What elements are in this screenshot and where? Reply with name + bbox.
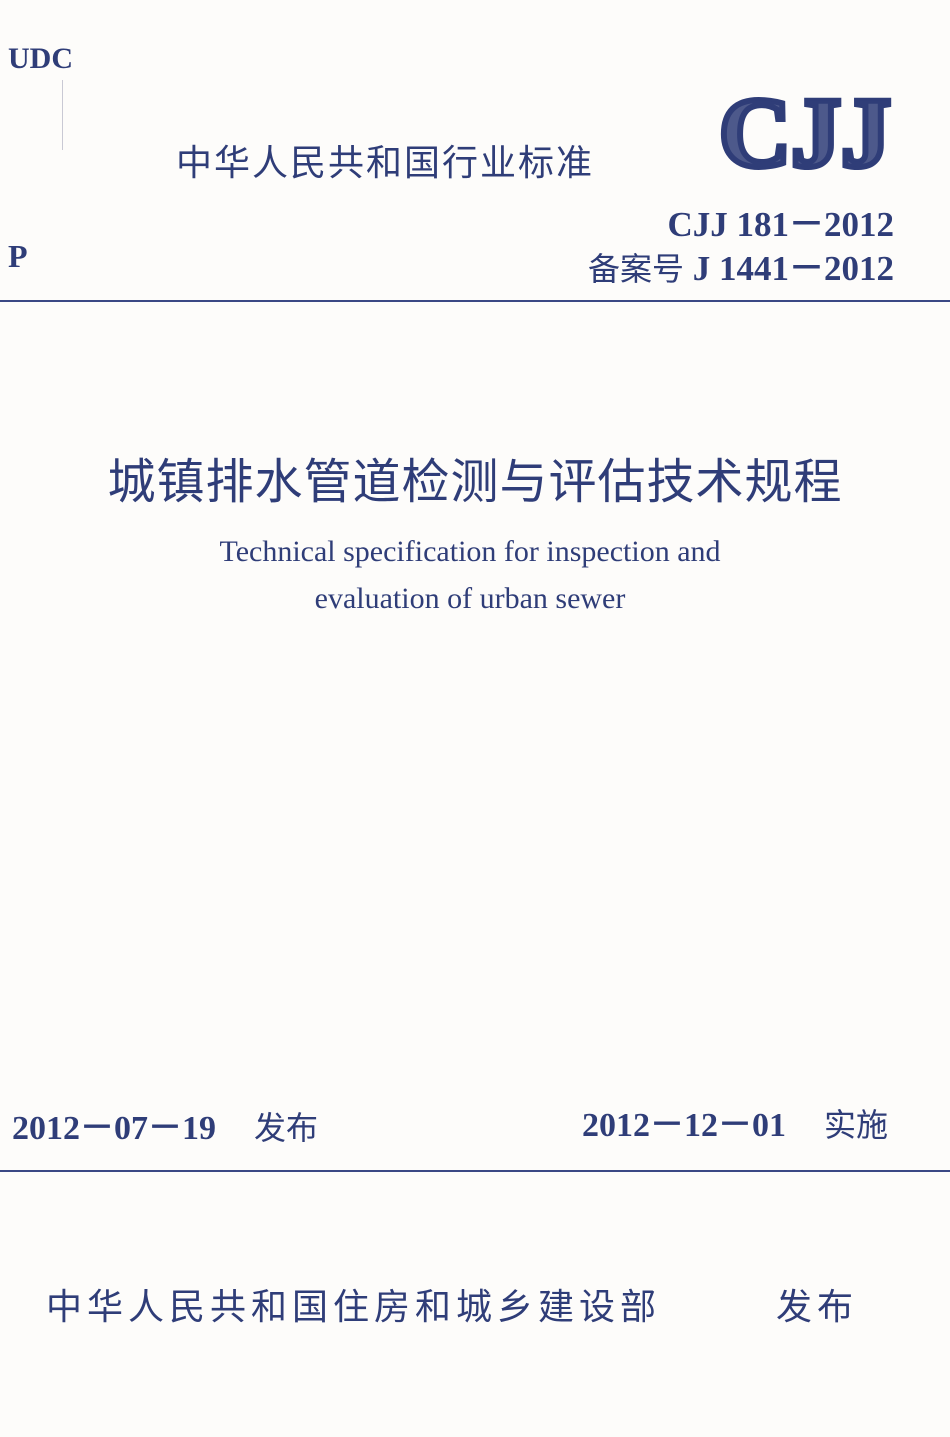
udc-label: UDC [8,42,73,75]
publisher-name: 中华人民共和国住房和城乡建设部 [46,1287,662,1328]
issue-date: 2012－07－19 [12,1110,216,1147]
publisher-label: 发布 [776,1287,859,1328]
title-chinese: 城镇排水管道检测与评估技术规程 [107,454,843,510]
cjj-logo: CJJ CJJ [716,80,894,170]
record-label: 备案号 [587,250,684,288]
effective-date: 2012－12－01 [582,1107,786,1144]
svg-text:CJJ: CJJ [719,80,891,170]
bottom-rule [0,1170,950,1172]
effective-label: 实施 [824,1106,889,1144]
standard-code: CJJ 181－2012 [667,205,894,244]
title-english: Technical specification for inspection a… [0,528,940,622]
svg-text:CJJ: CJJ [719,80,891,170]
issue-label: 发布 [254,1109,319,1147]
title-english-line1: Technical specification for inspection a… [219,535,721,568]
record-number: 备案号 J 1441－2012 [588,240,894,291]
effective-date-block: 2012－12－01 实施 [582,1097,888,1146]
category-label: P [8,238,28,274]
issue-date-block: 2012－07－19 发布 [12,1100,318,1149]
title-english-line2: evaluation of urban sewer [314,582,626,615]
divider [62,80,63,150]
top-rule [0,300,950,302]
industry-standard-heading: 中华人民共和国行业标准 [176,143,595,184]
record-value: J 1441－2012 [692,249,894,288]
